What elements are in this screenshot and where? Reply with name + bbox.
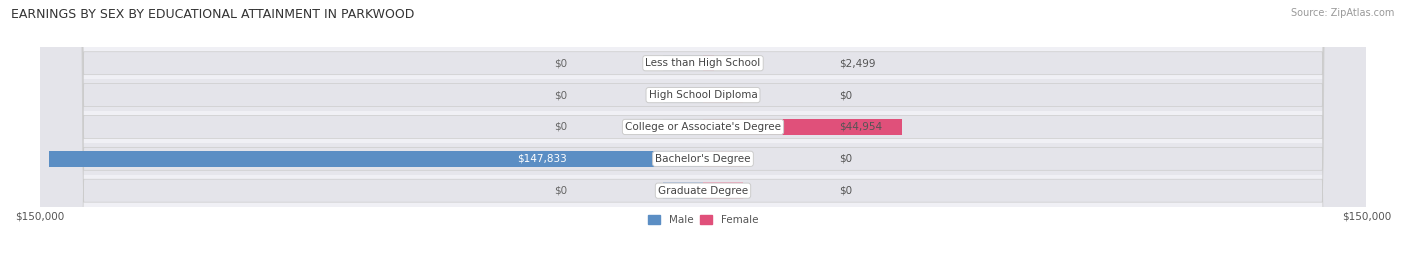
Bar — [39, 79, 1367, 111]
Text: $0: $0 — [839, 90, 852, 100]
Bar — [39, 47, 1367, 79]
FancyBboxPatch shape — [39, 0, 1367, 269]
Bar — [703, 182, 742, 199]
Text: $0: $0 — [554, 58, 567, 68]
FancyBboxPatch shape — [39, 0, 1367, 269]
Bar — [703, 151, 742, 167]
Text: College or Associate's Degree: College or Associate's Degree — [626, 122, 780, 132]
Bar — [664, 119, 703, 135]
Bar — [664, 87, 703, 103]
Bar — [49, 151, 703, 167]
Text: Less than High School: Less than High School — [645, 58, 761, 68]
Text: $0: $0 — [554, 90, 567, 100]
Bar — [703, 87, 742, 103]
Text: $0: $0 — [554, 186, 567, 196]
Text: Bachelor's Degree: Bachelor's Degree — [655, 154, 751, 164]
Text: $44,954: $44,954 — [839, 122, 882, 132]
Bar — [664, 55, 703, 72]
Text: $147,833: $147,833 — [517, 154, 567, 164]
Text: EARNINGS BY SEX BY EDUCATIONAL ATTAINMENT IN PARKWOOD: EARNINGS BY SEX BY EDUCATIONAL ATTAINMEN… — [11, 8, 415, 21]
Text: $0: $0 — [839, 186, 852, 196]
Bar — [39, 111, 1367, 143]
FancyBboxPatch shape — [39, 0, 1367, 269]
Text: Source: ZipAtlas.com: Source: ZipAtlas.com — [1291, 8, 1395, 18]
Text: High School Diploma: High School Diploma — [648, 90, 758, 100]
Text: Graduate Degree: Graduate Degree — [658, 186, 748, 196]
Bar — [703, 55, 714, 72]
FancyBboxPatch shape — [39, 0, 1367, 269]
Text: $2,499: $2,499 — [839, 58, 876, 68]
FancyBboxPatch shape — [39, 0, 1367, 269]
Text: $0: $0 — [839, 154, 852, 164]
Bar — [39, 143, 1367, 175]
Bar — [703, 119, 901, 135]
Legend: Male, Female: Male, Female — [648, 215, 758, 225]
Text: $0: $0 — [554, 122, 567, 132]
Bar — [664, 182, 703, 199]
Bar — [39, 175, 1367, 207]
